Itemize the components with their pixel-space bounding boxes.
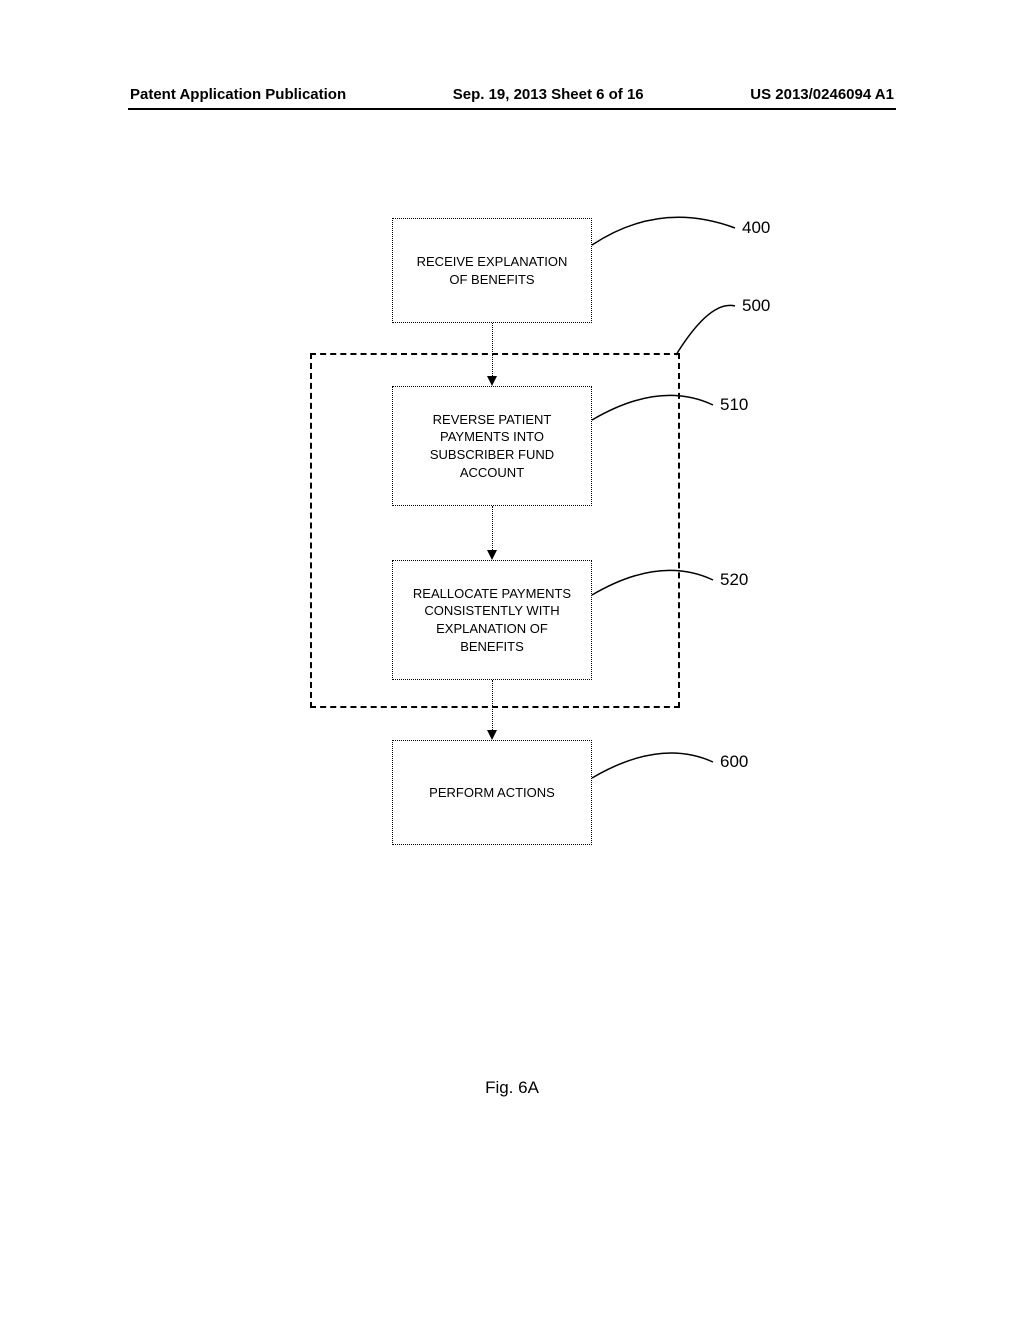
flow-arrow	[492, 323, 493, 376]
flow-arrow	[492, 680, 493, 730]
ref-label-400: 400	[742, 218, 770, 238]
flow-box-400: RECEIVE EXPLANATIONOF BENEFITS	[392, 218, 592, 323]
arrowhead-icon	[487, 550, 497, 560]
figure-caption: Fig. 6A	[0, 1078, 1024, 1098]
flowchart: RECEIVE EXPLANATIONOF BENEFITS REVERSE P…	[0, 0, 1024, 1320]
flow-box-text: PERFORM ACTIONS	[429, 784, 555, 802]
ref-label-520: 520	[720, 570, 748, 590]
arrowhead-icon	[487, 376, 497, 386]
flow-box-600: PERFORM ACTIONS	[392, 740, 592, 845]
flow-arrow	[492, 506, 493, 550]
arrowhead-icon	[487, 730, 497, 740]
flow-box-text: REALLOCATE PAYMENTSCONSISTENTLY WITHEXPL…	[413, 585, 571, 655]
flow-box-510: REVERSE PATIENTPAYMENTS INTOSUBSCRIBER F…	[392, 386, 592, 506]
flow-box-text: RECEIVE EXPLANATIONOF BENEFITS	[417, 253, 568, 288]
flow-box-text: REVERSE PATIENTPAYMENTS INTOSUBSCRIBER F…	[430, 411, 554, 481]
ref-label-510: 510	[720, 395, 748, 415]
ref-label-500: 500	[742, 296, 770, 316]
ref-label-600: 600	[720, 752, 748, 772]
flow-box-520: REALLOCATE PAYMENTSCONSISTENTLY WITHEXPL…	[392, 560, 592, 680]
